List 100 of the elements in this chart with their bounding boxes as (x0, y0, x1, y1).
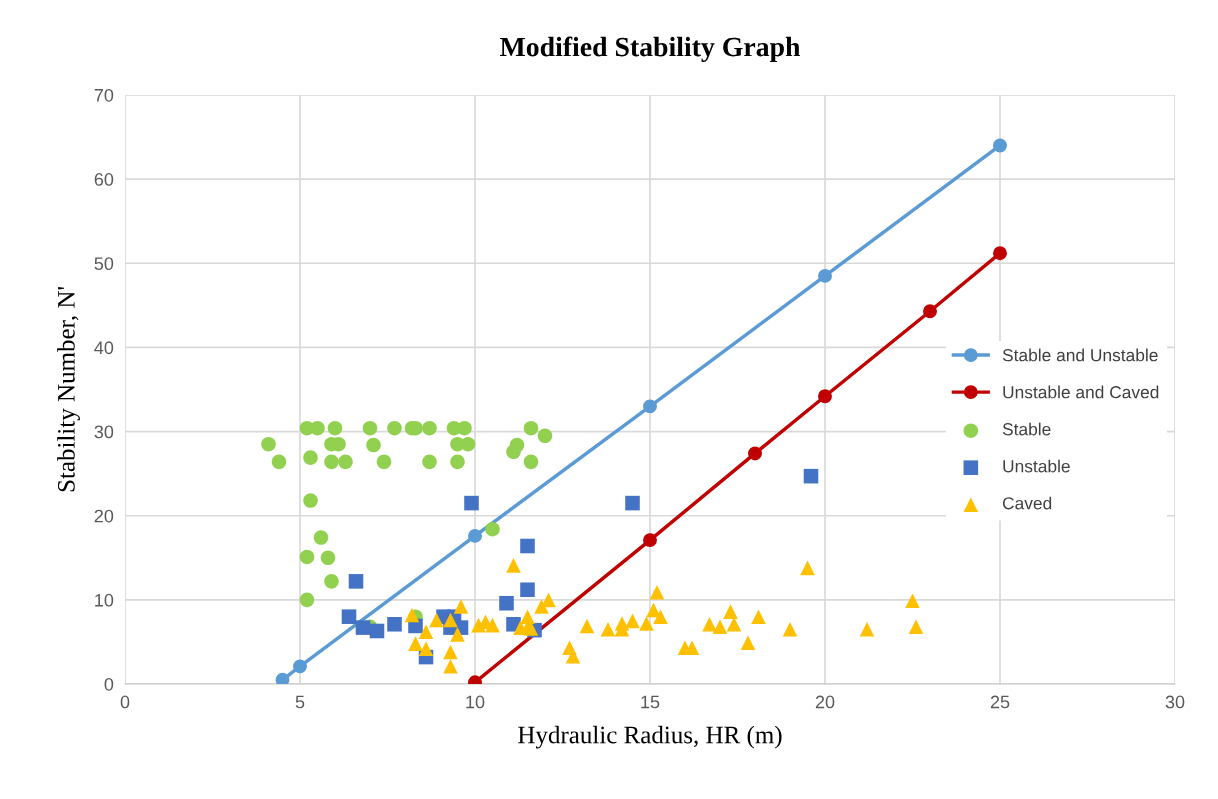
y-tick-label: 30 (94, 425, 114, 439)
point (387, 420, 402, 436)
point (299, 592, 315, 608)
point (639, 616, 654, 631)
point (859, 622, 875, 637)
x-axis-title: Hydraulic Radius, HR (m) (518, 725, 782, 749)
point (993, 246, 1007, 261)
point (506, 558, 521, 573)
x-tick-label: 10 (466, 695, 485, 709)
x-tick-label: 5 (295, 695, 305, 709)
point (818, 268, 832, 283)
y-tick-label: 10 (95, 593, 114, 607)
legend-label: Unstable (1003, 459, 1070, 473)
point (366, 437, 381, 453)
point (751, 609, 766, 624)
point (293, 659, 307, 674)
point (275, 672, 290, 684)
point (376, 454, 392, 470)
point (908, 619, 924, 635)
point (523, 454, 539, 470)
point (702, 616, 717, 632)
point (450, 454, 465, 470)
x-tick-label: 0 (120, 695, 130, 709)
point (450, 627, 465, 642)
legend-label: Caved (1002, 496, 1052, 510)
point (303, 493, 318, 508)
point (800, 560, 815, 576)
x-tick-label: 30 (1165, 695, 1185, 709)
point (643, 399, 657, 414)
point (408, 636, 423, 651)
point (740, 635, 756, 651)
point (748, 446, 762, 461)
point (429, 612, 444, 628)
point (324, 454, 339, 470)
point (338, 454, 353, 470)
chart-title: Modified Stability Graph (500, 36, 801, 63)
legend-label: Unstable and Caved (1003, 385, 1159, 399)
point (453, 599, 469, 614)
y-tick-label: 60 (94, 173, 114, 186)
point (818, 389, 832, 404)
point (327, 420, 343, 436)
point (418, 641, 434, 656)
y-tick-label: 0 (104, 677, 114, 691)
point (355, 620, 371, 635)
point (460, 436, 476, 452)
point (310, 420, 325, 436)
y-tick-label: 20 (94, 509, 114, 523)
point (261, 436, 276, 452)
legend-label: Stable and Unstable (1002, 348, 1158, 362)
y-tick-label: 70 (94, 88, 114, 102)
point (422, 454, 437, 470)
point (387, 616, 402, 632)
point (457, 420, 472, 436)
point (468, 528, 482, 543)
point (579, 618, 595, 634)
point (348, 574, 364, 589)
point (643, 533, 657, 548)
x-tick-label: 25 (990, 695, 1010, 709)
point (443, 644, 458, 660)
point (443, 612, 458, 628)
point (299, 549, 315, 565)
point (625, 495, 640, 511)
point (523, 420, 539, 436)
point (509, 437, 525, 453)
point (723, 604, 738, 619)
point (905, 593, 920, 608)
point (520, 538, 535, 554)
point (625, 613, 640, 629)
point (520, 582, 535, 598)
point (369, 623, 385, 639)
point (541, 592, 556, 608)
point (341, 609, 357, 624)
legend-label: Stable (1002, 422, 1051, 436)
y-axis-title: Stability Number, N' (57, 287, 80, 492)
point (782, 622, 798, 637)
point (499, 595, 514, 611)
point (418, 624, 434, 640)
point (649, 585, 665, 600)
point (313, 530, 329, 545)
point (404, 607, 420, 623)
point (303, 450, 318, 465)
point (485, 617, 500, 633)
point (600, 622, 616, 637)
point (485, 521, 500, 537)
point (464, 495, 479, 511)
point (320, 550, 336, 566)
point (324, 574, 339, 589)
y-tick-label: 50 (94, 257, 114, 271)
x-tick-label: 15 (641, 695, 660, 709)
point (443, 659, 458, 674)
point (534, 599, 549, 614)
point (362, 420, 378, 436)
point (653, 609, 668, 624)
point (923, 304, 937, 319)
point (712, 619, 728, 635)
point (271, 454, 287, 470)
point (537, 428, 553, 444)
point (993, 138, 1007, 153)
point (803, 468, 819, 484)
x-tick-label: 20 (815, 695, 835, 709)
